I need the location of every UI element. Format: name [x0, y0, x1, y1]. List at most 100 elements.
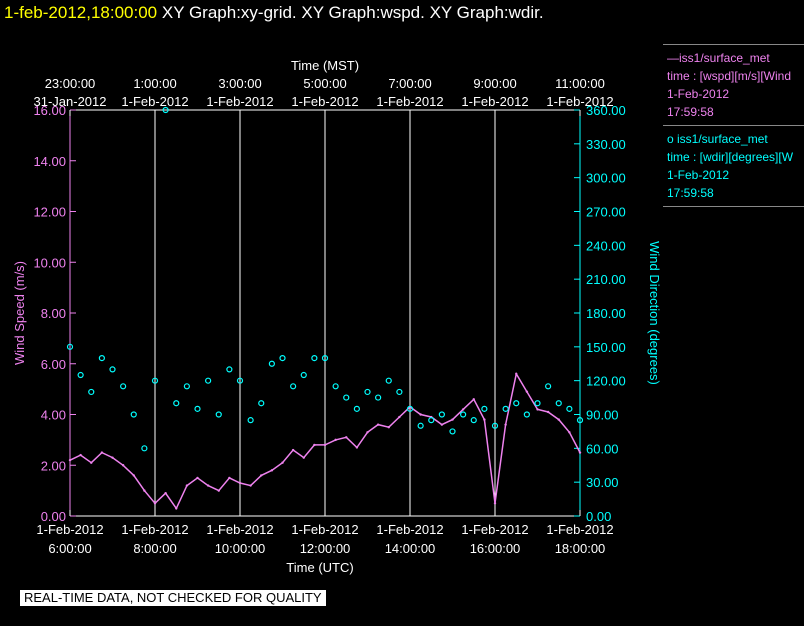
right-tick-label: 270.00: [586, 205, 626, 220]
wdir-point: [215, 411, 222, 418]
wspd-point: [164, 491, 167, 495]
wspd-point: [355, 446, 359, 449]
wdir-point: [545, 383, 552, 390]
wspd-point: [100, 451, 104, 454]
wdir-point: [406, 405, 414, 412]
wspd-point: [79, 453, 82, 457]
left-tick-label: 16.00: [33, 103, 66, 118]
right-tick-label: 180.00: [586, 306, 626, 321]
left-tick-label: 6.00: [41, 357, 66, 372]
wdir-point: [523, 411, 530, 418]
wdir-point: [268, 360, 275, 367]
wdir-point: [428, 417, 435, 424]
left-tick-label: 0.00: [41, 509, 66, 524]
wspd-point: [366, 431, 369, 434]
xy-graph: 0.00 2.00 4.00 6.00 8.00 10.00 12.00 14.00 16.00…: [12, 58, 660, 575]
wspd-point: [111, 456, 114, 459]
right-tick-label: 360.00: [586, 103, 626, 118]
wspd-point: [260, 474, 263, 477]
wdir-point: [66, 343, 74, 350]
legend-wdir-name: o iss1/surface_met: [667, 132, 768, 146]
wspd-point: [515, 372, 518, 376]
wdir-point: [88, 388, 95, 396]
legend-wspd-date: 1-Feb-2012: [667, 87, 730, 101]
wdir-point: [311, 355, 318, 362]
wdir-point: [194, 405, 201, 412]
bottom-tick-date: 1-Feb-2012: [461, 522, 528, 537]
wdir-point: [470, 417, 477, 424]
top-tick-date: 1-Feb-2012: [291, 94, 358, 109]
wspd-point: [546, 410, 550, 414]
wdir-point: [576, 417, 584, 424]
bottom-tick-time: 12:00:00: [300, 541, 351, 556]
left-tick-label: 2.00: [41, 458, 66, 473]
wdir-point: [109, 366, 116, 373]
bottom-tick-date: 1-Feb-2012: [206, 522, 273, 537]
bottom-tick-date: 1-Feb-2012: [546, 522, 613, 537]
top-tick-date: 1-Feb-2012: [206, 94, 273, 109]
wdir-point: [375, 394, 382, 401]
wspd-point: [270, 469, 274, 472]
top-tick-time: 23:00:00: [45, 76, 96, 91]
wspd-point: [536, 408, 539, 411]
right-axis-title: Wind Direction (degrees): [647, 241, 660, 385]
wspd-point: [525, 390, 529, 393]
wspd-point: [461, 408, 465, 411]
wspd-point: [313, 443, 316, 447]
bottom-axis-title: Time (UTC): [286, 560, 353, 575]
top-axis-title: Time (MST): [291, 58, 359, 73]
top-tick-time: 5:00:00: [303, 76, 346, 91]
wspd-point: [132, 474, 135, 477]
top-tick-time: 3:00:00: [218, 76, 261, 91]
right-tick-label: 150.00: [586, 340, 626, 355]
wspd-point: [291, 448, 295, 452]
left-tick-label: 4.00: [41, 408, 66, 423]
wdir-point: [120, 383, 127, 390]
top-tick-time: 1:00:00: [133, 76, 176, 91]
wspd-point: [281, 461, 284, 464]
left-axis-title: Wind Speed (m/s): [12, 261, 27, 365]
wdir-point: [555, 400, 562, 407]
wspd-point: [398, 415, 401, 419]
wdir-point: [279, 355, 286, 362]
legend-wspd[interactable]: —iss1/surface_met time : [wspd][m/s][Win…: [663, 44, 804, 125]
wspd-point: [451, 418, 454, 421]
wspd-point: [323, 443, 327, 447]
wdir-point: [151, 377, 159, 384]
right-tick-label: 240.00: [586, 238, 626, 253]
wdir-point: [173, 400, 180, 407]
wdir-point: [290, 383, 297, 390]
wspd-point: [143, 489, 146, 492]
wdir-point: [130, 411, 137, 418]
bottom-tick-time: 6:00:00: [48, 541, 91, 556]
right-tick-label: 60.00: [586, 441, 619, 456]
wspd-point: [557, 418, 560, 421]
bottom-tick-time: 18:00:00: [555, 541, 606, 556]
legend-wdir[interactable]: o iss1/surface_met time : [wdir][degrees…: [663, 125, 804, 207]
wspd-point: [185, 484, 189, 487]
wspd-point: [153, 502, 157, 505]
wdir-point: [385, 377, 392, 384]
wdir-point: [502, 405, 509, 412]
wdir-point: [226, 366, 233, 373]
wspd-point: [493, 502, 497, 505]
top-tick-date: 1-Feb-2012: [461, 94, 528, 109]
wspd-point: [376, 423, 380, 426]
legend-wdir-field: time : [wdir][degrees][W: [667, 150, 794, 164]
wspd-point: [68, 458, 72, 462]
right-tick-label: 30.00: [586, 475, 619, 490]
wspd-point: [345, 436, 348, 439]
bottom-tick-date: 1-Feb-2012: [376, 522, 443, 537]
wdir-point: [300, 371, 307, 379]
wdir-point: [566, 405, 573, 412]
title-graph-names: XY Graph:xy-grid. XY Graph:wspd. XY Grap…: [161, 3, 544, 22]
wspd-point: [206, 484, 210, 487]
bottom-tick-time: 16:00:00: [470, 541, 521, 556]
wspd-point: [568, 431, 571, 434]
wdir-point: [491, 422, 499, 429]
wspd-point: [217, 489, 220, 492]
top-tick-date: 1-Feb-2012: [376, 94, 443, 109]
wspd-point: [387, 425, 390, 429]
wdir-point: [364, 388, 371, 396]
wdir-point: [481, 405, 488, 412]
